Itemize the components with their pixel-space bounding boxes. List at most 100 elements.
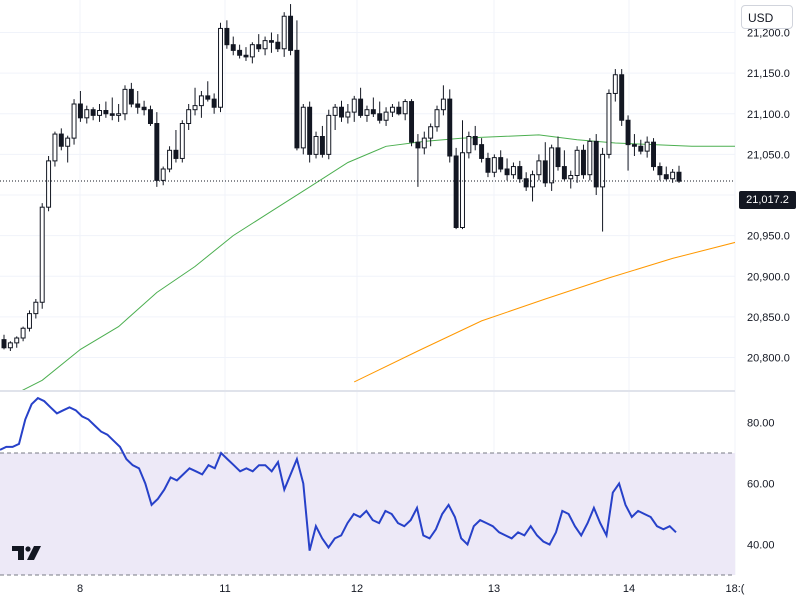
candle <box>26 310 32 332</box>
candle <box>638 139 644 155</box>
candle-body <box>498 157 504 170</box>
candle-body <box>243 54 249 58</box>
candle-body <box>561 166 567 180</box>
candle <box>275 34 281 52</box>
candle-body <box>415 141 421 149</box>
candle-body <box>332 106 338 116</box>
candle <box>7 341 13 351</box>
candle <box>141 100 147 116</box>
candle <box>160 166 166 186</box>
candle <box>256 34 262 52</box>
candle-body <box>90 109 96 116</box>
candle <box>491 154 497 178</box>
price-tick-label: 21,100.0 <box>747 109 790 121</box>
tradingview-logo-icon[interactable] <box>10 542 46 562</box>
candle <box>319 125 325 158</box>
candle-body <box>377 113 383 121</box>
candle-body <box>77 103 83 119</box>
candle-body <box>638 145 644 152</box>
candle-body <box>593 140 599 188</box>
candle-body <box>466 136 472 154</box>
candle-body <box>224 27 230 46</box>
candle <box>574 146 580 183</box>
candle-body <box>409 101 415 143</box>
candle-body <box>65 137 71 147</box>
candle-body <box>135 103 141 108</box>
candle-body <box>453 155 459 228</box>
candle <box>421 131 427 155</box>
candle <box>498 150 504 173</box>
candle-body <box>460 152 465 228</box>
candle <box>268 32 274 53</box>
candle <box>90 107 96 121</box>
candle <box>670 169 676 183</box>
current-price-badge: 21,017.2 <box>739 191 796 209</box>
current-price-value: 21,017.2 <box>746 194 789 206</box>
candle <box>237 44 243 59</box>
candle <box>581 144 586 179</box>
candle <box>472 125 478 151</box>
candle <box>65 135 71 163</box>
candle-body <box>345 111 351 118</box>
price-tick-label: 21,150.0 <box>747 68 790 80</box>
price-tick-label: 20,900.0 <box>747 271 790 283</box>
candle <box>383 107 389 126</box>
candle <box>243 47 249 61</box>
candle <box>600 147 606 232</box>
candle-body <box>479 144 485 159</box>
candle <box>593 134 599 195</box>
candle <box>52 131 58 167</box>
candle <box>510 162 516 179</box>
candle-body <box>555 147 561 168</box>
candle-body <box>644 141 650 152</box>
candle-body <box>504 168 510 176</box>
candle-body <box>619 74 625 121</box>
candle-body <box>205 95 211 100</box>
candle-body <box>211 98 217 108</box>
currency-selector[interactable]: USD <box>741 5 793 29</box>
candle <box>147 105 153 126</box>
candle <box>167 146 173 173</box>
candle-body <box>581 149 586 176</box>
candle-body <box>109 113 115 116</box>
rsi-axis[interactable]: 40.00 60.00 80.00 <box>747 418 775 552</box>
candle <box>479 138 485 163</box>
candle <box>281 12 287 57</box>
candle-body <box>383 111 389 121</box>
candle <box>651 138 657 171</box>
candle <box>415 134 421 187</box>
candle-body <box>663 174 669 180</box>
candle <box>657 162 663 181</box>
price-tick-label: 21,050.0 <box>747 149 790 161</box>
candle <box>485 152 491 178</box>
candle-body <box>536 160 542 176</box>
candle <box>453 147 459 230</box>
candle <box>135 91 141 114</box>
candle-body <box>339 106 344 118</box>
candle <box>339 100 344 122</box>
candle-body <box>116 113 122 116</box>
candle-body <box>300 106 306 149</box>
candle <box>224 20 230 49</box>
time-axis[interactable]: 8 11 12 13 14 18:( <box>77 583 745 595</box>
candle-body <box>606 92 612 155</box>
candle-body <box>510 166 516 176</box>
candle <box>288 4 294 56</box>
price-tick-label: 20,800.0 <box>747 353 790 365</box>
candle-body <box>485 157 491 173</box>
candle <box>230 36 236 56</box>
candle <box>370 97 376 117</box>
candle-body <box>657 166 663 176</box>
candle-body <box>307 106 313 155</box>
candle <box>561 150 567 181</box>
candle-body <box>358 98 364 116</box>
candle-body <box>179 123 185 159</box>
price-axis[interactable]: 20,800.020,850.020,900.020,950.021,000.0… <box>747 28 790 365</box>
candle <box>262 36 268 56</box>
candle-body <box>198 95 204 107</box>
candle <box>619 69 625 126</box>
candle <box>77 91 83 122</box>
currency-label: USD <box>748 11 774 25</box>
candle-body <box>370 109 376 115</box>
